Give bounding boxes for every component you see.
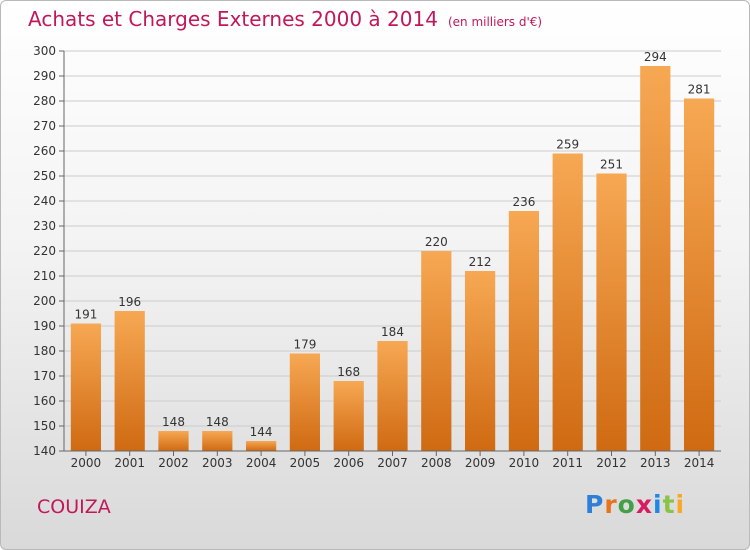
bar xyxy=(508,211,540,451)
logo-letter: i xyxy=(653,490,663,519)
y-tick-label: 280 xyxy=(33,94,56,108)
bar xyxy=(114,311,145,451)
logo-letter: P xyxy=(585,490,605,519)
y-tick-label: 180 xyxy=(33,344,56,358)
logo-letter: o xyxy=(617,490,636,519)
bars: 191 196 148 148 144 179 168 184 220 212 236 259 251 2… xyxy=(70,50,715,451)
y-tick-label: 210 xyxy=(33,269,56,283)
chart-title-text: Achats et Charges Externes 2000 à 2014 xyxy=(28,7,438,31)
proxiti-logo: Proxiti xyxy=(585,490,685,519)
x-tick-label: 2000 xyxy=(71,456,102,470)
bar-value-label: 236 xyxy=(512,195,535,209)
x-tick-label: 2009 xyxy=(465,456,496,470)
bar-value-label: 144 xyxy=(250,425,273,439)
logo-letter: r xyxy=(604,490,618,519)
bar xyxy=(289,353,321,451)
x-tick-label: 2006 xyxy=(333,456,364,470)
bar-value-label: 191 xyxy=(74,308,97,322)
x-tick-label: 2008 xyxy=(421,456,452,470)
bar xyxy=(333,381,364,451)
bar xyxy=(683,98,715,451)
y-tick-label: 200 xyxy=(33,294,56,308)
bar xyxy=(245,441,277,451)
logo-letter: t xyxy=(662,490,676,519)
y-tick-label: 230 xyxy=(33,219,56,233)
chart-unit: (en milliers d'€) xyxy=(447,15,543,29)
bar-value-label: 259 xyxy=(556,138,579,152)
y-tick-label: 160 xyxy=(33,394,56,408)
bar xyxy=(158,431,189,451)
bar xyxy=(377,341,408,451)
bar-value-label: 179 xyxy=(293,338,316,352)
chart-title: Achats et Charges Externes 2000 à 2014 (e… xyxy=(28,7,542,31)
y-tick-label: 150 xyxy=(33,419,56,433)
x-tick-label: 2007 xyxy=(377,456,408,470)
x-axis: 2000 2001 2002 2003 2004 2005 2006 2007 2008 2009… xyxy=(64,450,721,470)
bar-value-label: 168 xyxy=(337,365,360,379)
x-tick-label: 2003 xyxy=(202,456,233,470)
y-tick-label: 170 xyxy=(33,369,56,383)
y-tick-label: 220 xyxy=(33,244,56,258)
y-tick-label: 290 xyxy=(33,69,56,83)
town-name: COUIZA xyxy=(37,496,111,518)
bar-value-label: 184 xyxy=(381,325,404,339)
bar xyxy=(552,153,583,451)
bar xyxy=(596,173,627,451)
bar-value-label: 212 xyxy=(469,255,492,269)
bar-value-label: 196 xyxy=(118,295,141,309)
bar xyxy=(202,431,233,451)
y-tick-label: 260 xyxy=(33,144,56,158)
bar-value-label: 294 xyxy=(644,50,667,64)
x-tick-label: 2005 xyxy=(290,456,321,470)
x-tick-label: 2013 xyxy=(640,456,671,470)
bar xyxy=(640,66,671,451)
bar-value-label: 251 xyxy=(600,158,623,172)
y-axis: 140 150 160 170 180 190 200 210 220 230 240 250 260 2… xyxy=(33,44,65,458)
bar xyxy=(70,323,102,451)
y-tick-label: 140 xyxy=(33,444,56,458)
x-tick-label: 2012 xyxy=(596,456,627,470)
bar-value-label: 148 xyxy=(162,415,185,429)
x-tick-label: 2014 xyxy=(684,456,715,470)
logo-letter: i xyxy=(675,490,686,519)
y-tick-label: 300 xyxy=(33,44,56,58)
x-tick-label: 2010 xyxy=(509,456,540,470)
y-tick-label: 240 xyxy=(33,194,56,208)
x-tick-label: 2001 xyxy=(114,456,145,470)
bar-value-label: 220 xyxy=(425,235,448,249)
y-tick-label: 270 xyxy=(33,119,56,133)
bar xyxy=(421,251,452,451)
y-tick-label: 250 xyxy=(33,169,56,183)
bar-value-label: 148 xyxy=(206,415,229,429)
y-tick-label: 190 xyxy=(33,319,56,333)
bar xyxy=(464,271,496,451)
logo-letter: x xyxy=(635,490,653,519)
x-tick-label: 2004 xyxy=(246,456,277,470)
x-tick-label: 2002 xyxy=(158,456,189,470)
bar-value-label: 281 xyxy=(688,83,711,97)
x-tick-label: 2011 xyxy=(552,456,583,470)
